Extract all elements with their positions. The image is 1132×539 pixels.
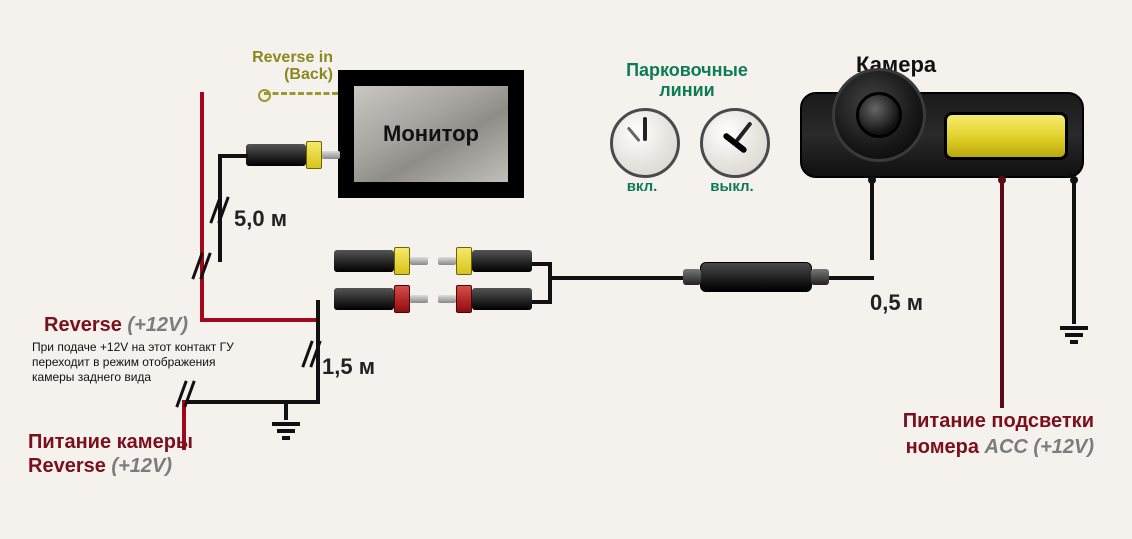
parking-on-label: вкл. bbox=[610, 178, 674, 195]
ground-symbol-icon bbox=[1058, 308, 1090, 344]
distance-1-5m: 1,5 м bbox=[322, 354, 375, 380]
camera-lens-inner-icon bbox=[856, 92, 902, 138]
reverse-in-label: Reverse in (Back) bbox=[243, 49, 333, 83]
camera-signal-wire bbox=[870, 178, 874, 260]
wire-node-icon bbox=[998, 176, 1006, 184]
distance-0-5m: 0,5 м bbox=[870, 290, 923, 316]
lamp-power-wire bbox=[1000, 178, 1004, 408]
pigtail-down bbox=[316, 356, 320, 404]
license-plate-lamp-icon bbox=[944, 112, 1068, 160]
rca-yellow-to-monitor bbox=[246, 144, 340, 166]
lamp-power-line1: Питание подсветки bbox=[903, 410, 1094, 432]
reverse-12v-label: Reverse (+12V) bbox=[44, 314, 188, 337]
cable-join-vertical bbox=[548, 262, 552, 304]
lamp-power-label: Питание подсветки номера ACC (+12V) bbox=[774, 408, 1094, 460]
distance-5m: 5,0 м bbox=[234, 206, 287, 232]
parking-title-line2: линии bbox=[659, 80, 715, 100]
reverse-in-line1: Reverse in bbox=[252, 49, 333, 66]
camera-ground-wire bbox=[1072, 178, 1076, 310]
parking-switch-on-icon bbox=[610, 108, 680, 178]
reverse-in-line2: (Back) bbox=[284, 66, 333, 83]
reverse-12v-wire-vertical bbox=[200, 92, 204, 320]
cable-break-icon bbox=[192, 252, 212, 282]
lamp-power-line2-value: ACC (+12V) bbox=[985, 436, 1094, 458]
camera-power-line2-value: (+12V) bbox=[111, 455, 172, 477]
camera-power-label: Питание камеры Reverse (+12V) bbox=[28, 430, 193, 478]
parking-lines-title: Парковочные линии bbox=[602, 60, 772, 100]
monitor-screen: Монитор bbox=[354, 86, 508, 182]
cable-break-icon bbox=[210, 196, 230, 226]
rca-red-female-right bbox=[438, 288, 532, 310]
camera-power-line1: Питание камеры bbox=[28, 431, 193, 453]
parking-off-label: выкл. bbox=[700, 178, 764, 195]
parking-title-line1: Парковочные bbox=[626, 60, 748, 80]
rca-red-male-left bbox=[334, 288, 428, 310]
wiring-diagram: Монитор Reverse in (Back) Парковочные ли… bbox=[0, 0, 1132, 539]
lamp-power-line2-name: номера bbox=[906, 436, 979, 458]
parking-switch-off-icon bbox=[700, 108, 770, 178]
camera-power-line2-name: Reverse bbox=[28, 455, 106, 477]
video-cable-segment bbox=[218, 154, 248, 158]
reverse-in-dashed-lead bbox=[264, 92, 338, 95]
monitor-label: Монитор bbox=[383, 121, 479, 147]
ground-symbol-icon bbox=[270, 404, 302, 440]
reverse-value: (+12V) bbox=[127, 314, 188, 336]
rca-yellow-female-right bbox=[438, 250, 532, 272]
reverse-lead-horizontal bbox=[200, 318, 318, 322]
wire-node-icon bbox=[1070, 176, 1078, 184]
reverse-footnote: При подаче +12V на этот контакт ГУ перех… bbox=[32, 340, 242, 385]
wire-node-icon bbox=[868, 176, 876, 184]
inline-barrel-connector-icon bbox=[700, 262, 812, 292]
reverse-name: Reverse bbox=[44, 314, 122, 336]
monitor: Монитор bbox=[338, 70, 524, 198]
rca-yellow-male-left bbox=[334, 250, 428, 272]
